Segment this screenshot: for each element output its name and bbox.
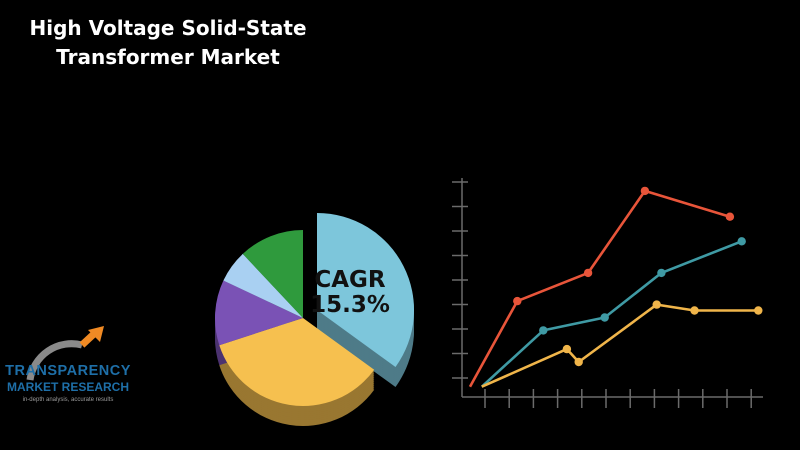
pie-chart [214,213,415,426]
series-1-point [725,212,735,221]
logo-tagline: in-depth analysis, accurate results [23,397,114,403]
pie-slice-2 [219,318,375,406]
chart-title: High Voltage Solid-State Transformer Mar… [18,14,318,72]
transparency-market-research-logo: TRANSPARENCY MARKET RESEARCH in-depth an… [5,326,131,403]
series-3-point [690,306,699,315]
series-1-point [513,296,522,306]
series-2-point [737,237,746,246]
pie-slice-5 [242,230,303,318]
title-line-2: Transformer Market [56,45,280,69]
logo-swoosh-gray [26,340,83,381]
series-2-point [600,313,609,322]
series-line-1 [468,189,731,388]
title-line-1: High Voltage Solid-State [29,16,307,40]
series-1-point [640,186,650,196]
pie-slice-3 [214,280,303,346]
pie-slice-1 [317,213,415,367]
axis-ticks [452,181,752,408]
series-1-point [583,268,593,278]
series-2-point [657,268,666,278]
series-line-3 [481,303,759,388]
line-series [468,186,763,388]
line-chart [452,178,763,408]
pie-slice-4 [223,253,303,318]
logo-line-2: MARKET RESEARCH [7,380,129,394]
cagr-value: 15.3% [310,292,390,318]
series-3-point [652,300,661,309]
series-2-point [539,326,548,335]
cagr-label: CAGR [314,267,386,293]
series-3-point [754,306,763,315]
logo-line-1: TRANSPARENCY [5,363,131,379]
logo-arrow-head [88,326,104,342]
series-3-point [562,344,572,354]
series-3-point [574,357,583,367]
series-line-2 [480,240,743,388]
